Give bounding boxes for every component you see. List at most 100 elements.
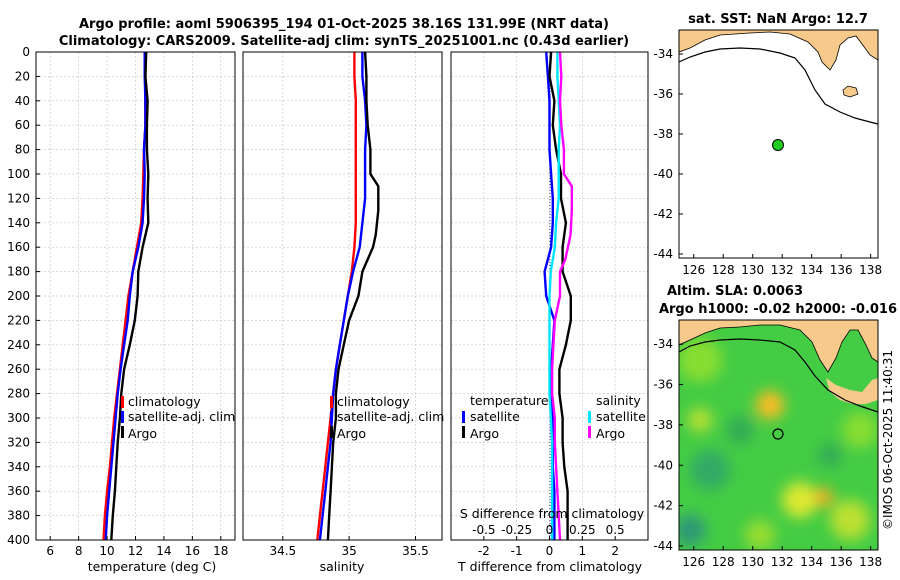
lon-tick-label: 126 xyxy=(682,263,705,277)
y-tick-label: 240 xyxy=(7,338,30,352)
lon-tick-label: 134 xyxy=(800,555,823,569)
lon-tick-label: 126 xyxy=(682,555,705,569)
y-tick-label: 280 xyxy=(7,387,30,401)
y-tick-label: 220 xyxy=(7,313,30,327)
series-line-satellite-adj-clim xyxy=(104,52,147,541)
land-icon xyxy=(826,378,878,404)
legend-title-temperature: temperature xyxy=(470,393,549,408)
y-tick-label: 360 xyxy=(7,484,30,498)
y-tick-label: 300 xyxy=(7,411,30,425)
legend-swatch-climatology xyxy=(121,396,124,408)
s-tick-label: 0.25 xyxy=(569,523,596,537)
legend-label-satellite: satellite-adj. clim xyxy=(128,409,235,424)
t-difference-xlabel: T difference from climatology xyxy=(457,559,643,574)
s-tick-label: -0.5 xyxy=(472,523,495,537)
series-line-satellite-adj-clim xyxy=(318,52,368,541)
x-tick-label: 35 xyxy=(341,544,356,558)
x-tick-label: 10 xyxy=(99,544,114,558)
sla-heatmap xyxy=(679,320,878,550)
land-icon xyxy=(678,29,879,71)
lat-tick-label: -44 xyxy=(653,247,673,261)
lon-tick-label: 128 xyxy=(712,555,735,569)
x-tick-label: 6 xyxy=(46,544,54,558)
x-tick-label: 1 xyxy=(579,544,587,558)
legend-swatch-t-satellite xyxy=(462,411,465,423)
legend-label-s-satellite: satellite xyxy=(596,409,646,424)
legend-label-t-argo: Argo xyxy=(470,426,499,441)
s-tick-label: 0 xyxy=(546,523,554,537)
land-icon xyxy=(679,320,878,373)
sla-map-panel: Altim. SLA: 0.0063 Argo h1000: -0.02 h20… xyxy=(653,284,897,569)
y-tick-label: 180 xyxy=(7,265,30,279)
shelf-contour xyxy=(678,47,879,125)
lat-tick-label: -34 xyxy=(653,337,673,351)
series-line-argo xyxy=(110,51,150,541)
x-tick-label: 12 xyxy=(128,544,143,558)
sst-map-panel: sat. SST: NaN Argo: 12.7 -34 -36 -38 -40 -42… xyxy=(653,12,882,277)
series-line-argo xyxy=(326,51,380,541)
temperature-xlabel: temperature (deg C) xyxy=(88,559,217,574)
x-tick-label: 35.5 xyxy=(402,544,429,558)
lon-tick-label: 132 xyxy=(771,555,794,569)
lon-tick-label: 136 xyxy=(830,555,853,569)
x-tick-label: -2 xyxy=(478,544,490,558)
figure-title-line1: Argo profile: aoml 5906395_194 01-Oct-20… xyxy=(79,17,609,32)
series-line-t-argo xyxy=(548,51,572,540)
sla-map-title-line2: Argo h1000: -0.02 h2000: -0.016 xyxy=(659,302,897,317)
legend-label-climatology: climatology xyxy=(128,394,201,409)
x-tick-label: 2 xyxy=(611,544,619,558)
lon-tick-label: 132 xyxy=(771,263,794,277)
y-tick-label: 80 xyxy=(15,143,30,157)
x-tick-label: 16 xyxy=(185,544,200,558)
lat-tick-label: -36 xyxy=(653,378,673,392)
legend-swatch-s-satellite xyxy=(588,411,591,423)
y-tick-label: 40 xyxy=(15,94,30,108)
lon-tick-label: 130 xyxy=(741,263,764,277)
salinity-profile-panel: 34.5 35 35.5 salinity climatology satellit… xyxy=(242,51,444,574)
s-difference-xlabel: S difference from climatology xyxy=(460,506,645,521)
y-tick-label: 400 xyxy=(7,533,30,547)
lat-tick-label: -40 xyxy=(653,458,673,472)
legend-swatch-argo xyxy=(330,426,333,438)
y-tick-label: 380 xyxy=(7,509,30,523)
lat-tick-label: -36 xyxy=(653,87,673,101)
legend-swatch-t-argo xyxy=(462,426,465,438)
x-tick-label: -1 xyxy=(511,544,523,558)
legend-title-salinity: salinity xyxy=(596,393,641,408)
lat-tick-label: -40 xyxy=(653,167,673,181)
lat-tick-label: -44 xyxy=(653,539,673,553)
x-tick-label: 18 xyxy=(213,544,228,558)
sst-map-title: sat. SST: NaN Argo: 12.7 xyxy=(688,12,868,27)
lat-tick-label: -42 xyxy=(653,499,673,513)
sla-map-title-line1: Altim. SLA: 0.0063 xyxy=(667,284,803,299)
temperature-legend: climatology satellite-adj. clim Argo xyxy=(121,394,235,441)
y-tick-label: 60 xyxy=(15,118,30,132)
legend-label-argo: Argo xyxy=(128,426,157,441)
legend-label-satellite: satellite-adj. clim xyxy=(337,409,444,424)
y-tick-label: 0 xyxy=(22,45,30,59)
legend-swatch-climatology xyxy=(330,396,333,408)
salinity-xlabel: salinity xyxy=(320,559,365,574)
lon-tick-label: 136 xyxy=(830,263,853,277)
lon-tick-label: 128 xyxy=(712,263,735,277)
x-tick-label: 34.5 xyxy=(269,544,296,558)
y-tick-label: 120 xyxy=(7,191,30,205)
legend-swatch-satellite xyxy=(121,411,124,423)
lon-tick-label: 130 xyxy=(741,555,764,569)
legend-swatch-satellite xyxy=(330,411,333,423)
s-tick-label: -0.25 xyxy=(501,523,532,537)
island-icon xyxy=(842,85,859,98)
lat-tick-label: -38 xyxy=(653,127,673,141)
shelf-contour xyxy=(679,338,878,413)
legend-swatch-s-argo xyxy=(588,426,591,438)
float-position-icon xyxy=(772,139,784,151)
lon-tick-label: 134 xyxy=(800,263,823,277)
temperature-profile-panel: 0 20 40 60 80 100 120 140 160 180 200 220 240 260 280 3… xyxy=(7,45,236,574)
legend-swatch-argo xyxy=(121,426,124,438)
float-position-icon xyxy=(772,428,784,440)
lat-tick-label: -38 xyxy=(653,418,673,432)
y-tick-label: 200 xyxy=(7,289,30,303)
legend-label-argo: Argo xyxy=(337,426,366,441)
salinity-legend: climatology satellite-adj. clim Argo xyxy=(330,394,444,441)
